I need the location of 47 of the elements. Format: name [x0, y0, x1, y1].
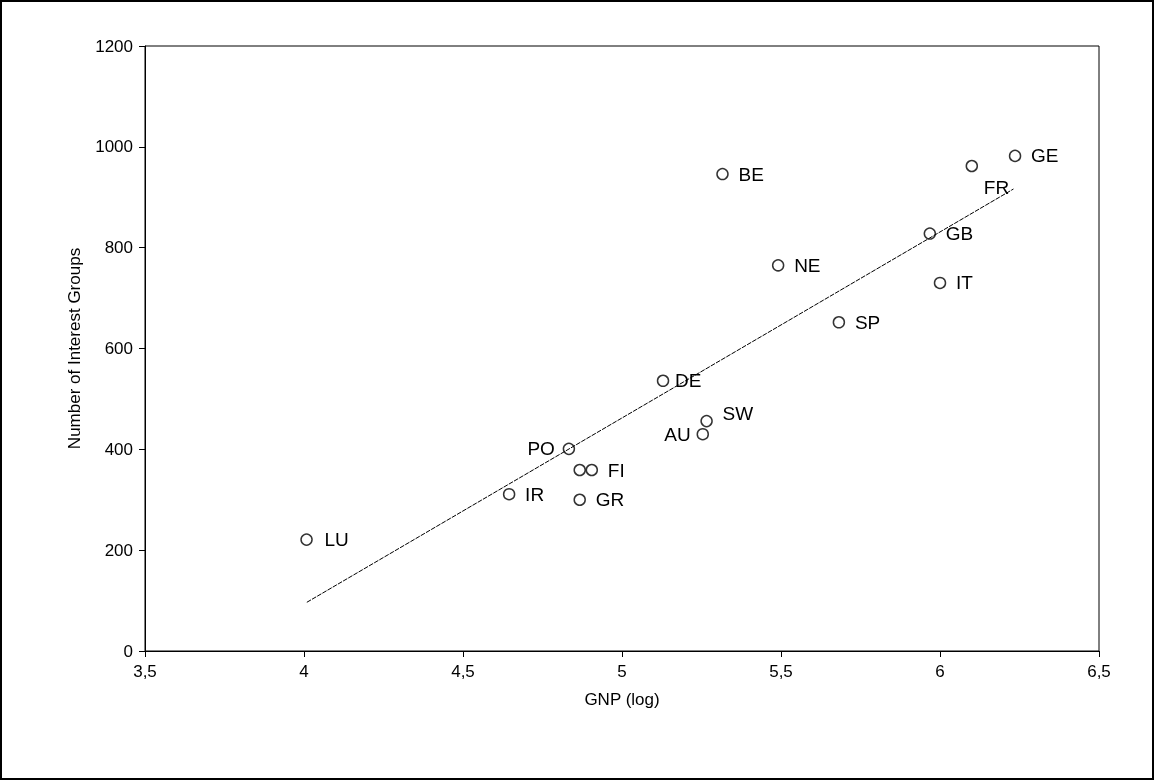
- annotation: AU: [664, 423, 691, 445]
- y-tick-label: 1200: [95, 36, 133, 56]
- annotation: SP: [854, 311, 881, 333]
- annotation: FI: [607, 459, 625, 481]
- x-tick-label: 6,5: [1087, 662, 1111, 681]
- point: [573, 463, 586, 477]
- x-tick-label: 4: [299, 662, 309, 681]
- x-tick-label: 5: [617, 662, 627, 681]
- y-tick-label: 600: [104, 339, 133, 358]
- y-tick-label: 0: [123, 641, 133, 661]
- y-tick-label: 200: [104, 540, 133, 560]
- y-tick-label: 800: [104, 238, 133, 258]
- x-axis-title: GNP (log): [584, 690, 660, 709]
- annotation: GR: [595, 489, 625, 511]
- annotation: SW: [722, 402, 754, 424]
- point: [933, 276, 947, 290]
- point: [923, 227, 937, 240]
- point: [300, 533, 313, 546]
- point: [832, 316, 846, 329]
- annotation: PO: [527, 438, 555, 460]
- point: [562, 442, 576, 456]
- point: [502, 487, 516, 501]
- point: [585, 463, 599, 477]
- annotation: FR: [983, 177, 1010, 199]
- annotation: GB: [945, 223, 974, 245]
- point: [656, 374, 670, 388]
- annotation: LU: [324, 529, 349, 551]
- annotation: DE: [675, 370, 702, 392]
- point: [771, 259, 785, 272]
- x-tick-label: 5,5: [769, 662, 793, 681]
- point: [716, 167, 729, 181]
- y-tick-label: 400: [104, 439, 133, 459]
- x-tick-label: 4,5: [451, 662, 475, 681]
- x-tick-label: 3,5: [133, 662, 157, 681]
- point: [700, 414, 713, 428]
- point: [1008, 149, 1022, 163]
- x-tick-label: 6: [935, 662, 945, 681]
- point: [573, 493, 586, 506]
- y-tick-label: 1000: [95, 137, 133, 157]
- annotation: GE: [1031, 145, 1059, 167]
- annotation: IT: [956, 272, 974, 294]
- point: [965, 159, 979, 173]
- point: [696, 427, 710, 441]
- y-axis-title: Number of Interest Groups: [65, 247, 84, 450]
- annotation: IR: [525, 483, 545, 505]
- annotation: NE: [794, 254, 821, 276]
- annotation: BE: [738, 163, 764, 185]
